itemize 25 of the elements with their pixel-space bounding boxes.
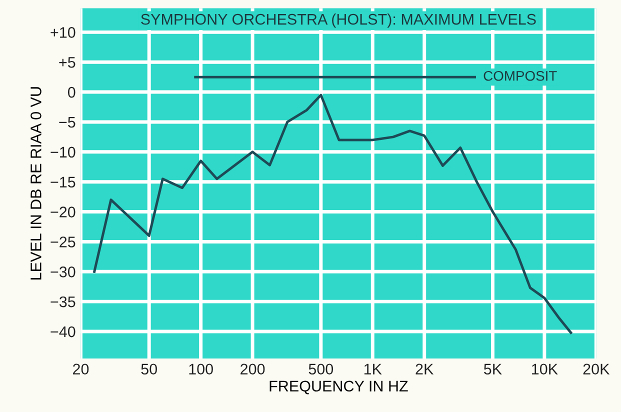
chart-title: SYMPHONY ORCHESTRA (HOLST): MAXIMUM LEVELS [141,13,536,28]
y-tick-label: +5 [59,57,76,68]
y-tick-label: −15 [50,176,76,188]
x-tick-label: 5K [484,364,502,375]
y-tick-label: −30 [50,266,76,278]
y-tick-label: −25 [50,236,76,248]
x-tick-label: 1K [364,364,382,374]
y-axis-title: LEVEL IN DB RE RIAA 0 VU [30,87,42,280]
x-tick-label: 20K [583,364,610,375]
x-tick-label: 10K [532,364,558,375]
x-tick-label: 20 [73,364,89,375]
series-label: COMPOSIT [484,70,557,81]
x-tick-label: 50 [141,364,157,375]
y-tick-label: −40 [50,326,76,338]
x-tick-label: 200 [240,364,265,375]
y-tick-label: −20 [50,206,76,218]
y-tick-label: +10 [50,27,76,38]
y-tick-label: −35 [50,296,76,308]
x-axis-title: FREQUENCY IN HZ [270,380,408,394]
y-tick-label: −10 [50,146,76,158]
x-tick-label: 2K [416,364,434,374]
x-tick-label: 500 [308,364,334,375]
y-tick-label: −5 [59,117,76,128]
y-tick-label: 0 [68,86,76,98]
x-tick-label: 100 [189,364,213,375]
